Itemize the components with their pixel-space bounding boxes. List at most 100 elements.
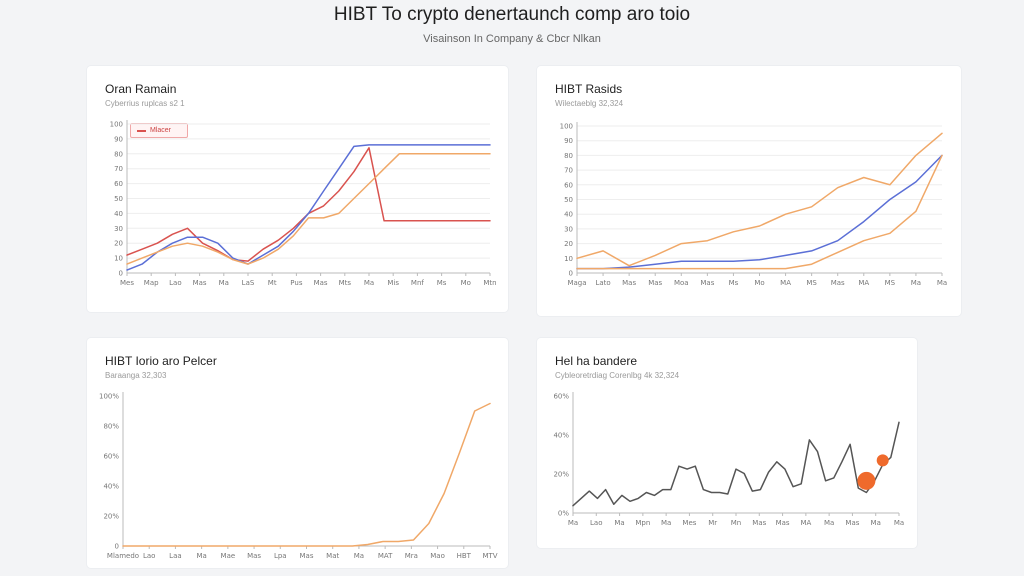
x-tick-label: Mo [461, 279, 471, 287]
x-tick-label: Mas [247, 552, 261, 560]
y-tick-label: 10 [114, 255, 123, 263]
x-tick-label: Mas [845, 519, 859, 527]
data-marker [857, 471, 876, 490]
x-tick-label: LaS [242, 279, 255, 287]
data-marker [876, 454, 889, 467]
chart-title: Hel ha bandere [555, 354, 638, 368]
x-tick-label: Mas [776, 519, 790, 527]
y-tick-label: 20 [564, 240, 573, 248]
y-tick-label: 80% [103, 423, 119, 431]
x-tick-label: Mtn [483, 279, 496, 287]
y-tick-label: 100 [110, 121, 123, 129]
x-tick-label: Mas [752, 519, 766, 527]
x-tick-label: Mr [708, 519, 717, 527]
x-tick-label: Mas [314, 279, 328, 287]
x-tick-label: MTV [482, 552, 497, 560]
x-tick-label: Ma [364, 279, 374, 287]
x-tick-label: MA [858, 279, 869, 287]
series-line-2 [576, 154, 943, 270]
y-tick-label: 90 [114, 135, 123, 143]
chart-panel-hibt-rasids: HIBT Rasids Wilectaeblg 32,324 0 10 20 30 40… [537, 66, 961, 316]
x-tick-label: Mnf [411, 279, 424, 287]
x-tick-label: Mts [339, 279, 352, 287]
y-tick-label: 0% [558, 510, 569, 518]
x-tick-label: Lao [590, 519, 602, 527]
series-line-1 [572, 421, 900, 507]
x-tick-label: Mas [700, 279, 714, 287]
chart-subtitle: Cybleoretrdiag Corenlbg 4k 32,324 [555, 371, 680, 380]
y-tick-label: 80 [114, 150, 123, 158]
y-tick-label: 40% [103, 483, 119, 491]
x-tick-label: Mes [120, 279, 134, 287]
chart-svg: 0 10 20 30 40 50 60 70 80 90 100 Mes Map Lao Mas Ma LaS M… [110, 120, 497, 287]
y-tick-label: 100 [560, 123, 573, 131]
x-tick-label: Mas [300, 552, 314, 560]
x-tick-label: Mat [326, 552, 339, 560]
x-tick-label: Mae [221, 552, 236, 560]
y-tick-label: 80 [564, 152, 573, 160]
y-tick-label: 40 [564, 211, 573, 219]
x-tick-label: Ma [614, 519, 624, 527]
x-tick-label: Ma [219, 279, 229, 287]
chart-subtitle: Cyberrius ruplcas s2 1 [105, 99, 185, 108]
x-tick-label: MAT [378, 552, 393, 560]
series-line-3 [576, 154, 943, 270]
y-tick-label: 90 [564, 137, 573, 145]
chart-subtitle: Wilectaeblg 32,324 [555, 99, 624, 108]
x-tick-label: Maga [567, 279, 586, 287]
y-tick-label: 50 [564, 196, 573, 204]
y-tick-label: 20% [553, 471, 569, 479]
x-tick-label: Ma [568, 519, 578, 527]
x-tick-label: Mas [831, 279, 845, 287]
chart-svg: 0% 20% 40% 60% Ma Lao Ma Mpn Ma Mes Mr Mn Mas Mas MA Ma… [553, 392, 904, 527]
chart-title: HIBT Iorio aro Pelcer [105, 354, 217, 368]
x-tick-label: Mes [682, 519, 696, 527]
x-tick-label: Pus [290, 279, 303, 287]
x-tick-label: Ma [661, 519, 671, 527]
y-tick-label: 30 [114, 225, 123, 233]
x-tick-label: MA [780, 279, 791, 287]
series-line-1 [122, 402, 491, 547]
y-tick-label: 40% [553, 432, 569, 440]
legend-swatch [137, 129, 146, 132]
x-tick-label: Lao [169, 279, 181, 287]
y-tick-label: 50 [114, 195, 123, 203]
x-tick-label: Ms [437, 279, 447, 287]
x-tick-label: Lao [143, 552, 155, 560]
x-tick-label: MA [800, 519, 811, 527]
x-tick-label: Laa [169, 552, 181, 560]
x-tick-label: Mo [754, 279, 764, 287]
x-tick-label: Mas [622, 279, 636, 287]
y-tick-label: 70 [114, 165, 123, 173]
chart-panel-oran-ramain: Oran Ramain Cyberrius ruplcas s2 1 Mlace… [87, 66, 508, 312]
y-tick-label: 60% [553, 393, 569, 401]
chart-svg: 0 10 20 30 40 50 60 70 80 90 100 Maga Lato Mas Mas Moa M… [560, 122, 947, 287]
y-tick-label: 70 [564, 167, 573, 175]
x-tick-label: Mis [387, 279, 399, 287]
x-tick-label: Ma [354, 552, 364, 560]
x-tick-label: Mlamedo [107, 552, 139, 560]
chart-svg: 0 20% 40% 60% 80% 100% Mlamedo Lao Laa Ma Mae Mas Lp… [99, 392, 498, 560]
x-tick-label: Ma [894, 519, 904, 527]
x-tick-label: Mn [731, 519, 741, 527]
x-tick-label: Map [144, 279, 159, 287]
series-line-2 [126, 144, 491, 271]
x-tick-label: Mra [405, 552, 418, 560]
y-tick-label: 40 [114, 210, 123, 218]
x-tick-label: Ma [937, 279, 947, 287]
series-line-1 [576, 132, 943, 267]
x-tick-label: Mas [648, 279, 662, 287]
y-tick-label: 20 [114, 240, 123, 248]
y-tick-label: 0 [115, 543, 119, 551]
x-tick-label: Ma [911, 279, 921, 287]
x-tick-label: Lpa [274, 552, 287, 560]
chart-title: Oran Ramain [105, 82, 177, 96]
chart-title: HIBT Rasids [555, 82, 623, 96]
y-tick-label: 100% [99, 393, 119, 401]
x-tick-label: Mpn [635, 519, 650, 527]
chart-panel-hibt-iorio: HIBT Iorio aro Pelcer Baraanga 32,303 0 2… [87, 338, 508, 568]
y-tick-label: 60 [564, 181, 573, 189]
x-tick-label: MS [806, 279, 817, 287]
y-tick-label: 60 [114, 180, 123, 188]
x-tick-label: Ma [871, 519, 881, 527]
